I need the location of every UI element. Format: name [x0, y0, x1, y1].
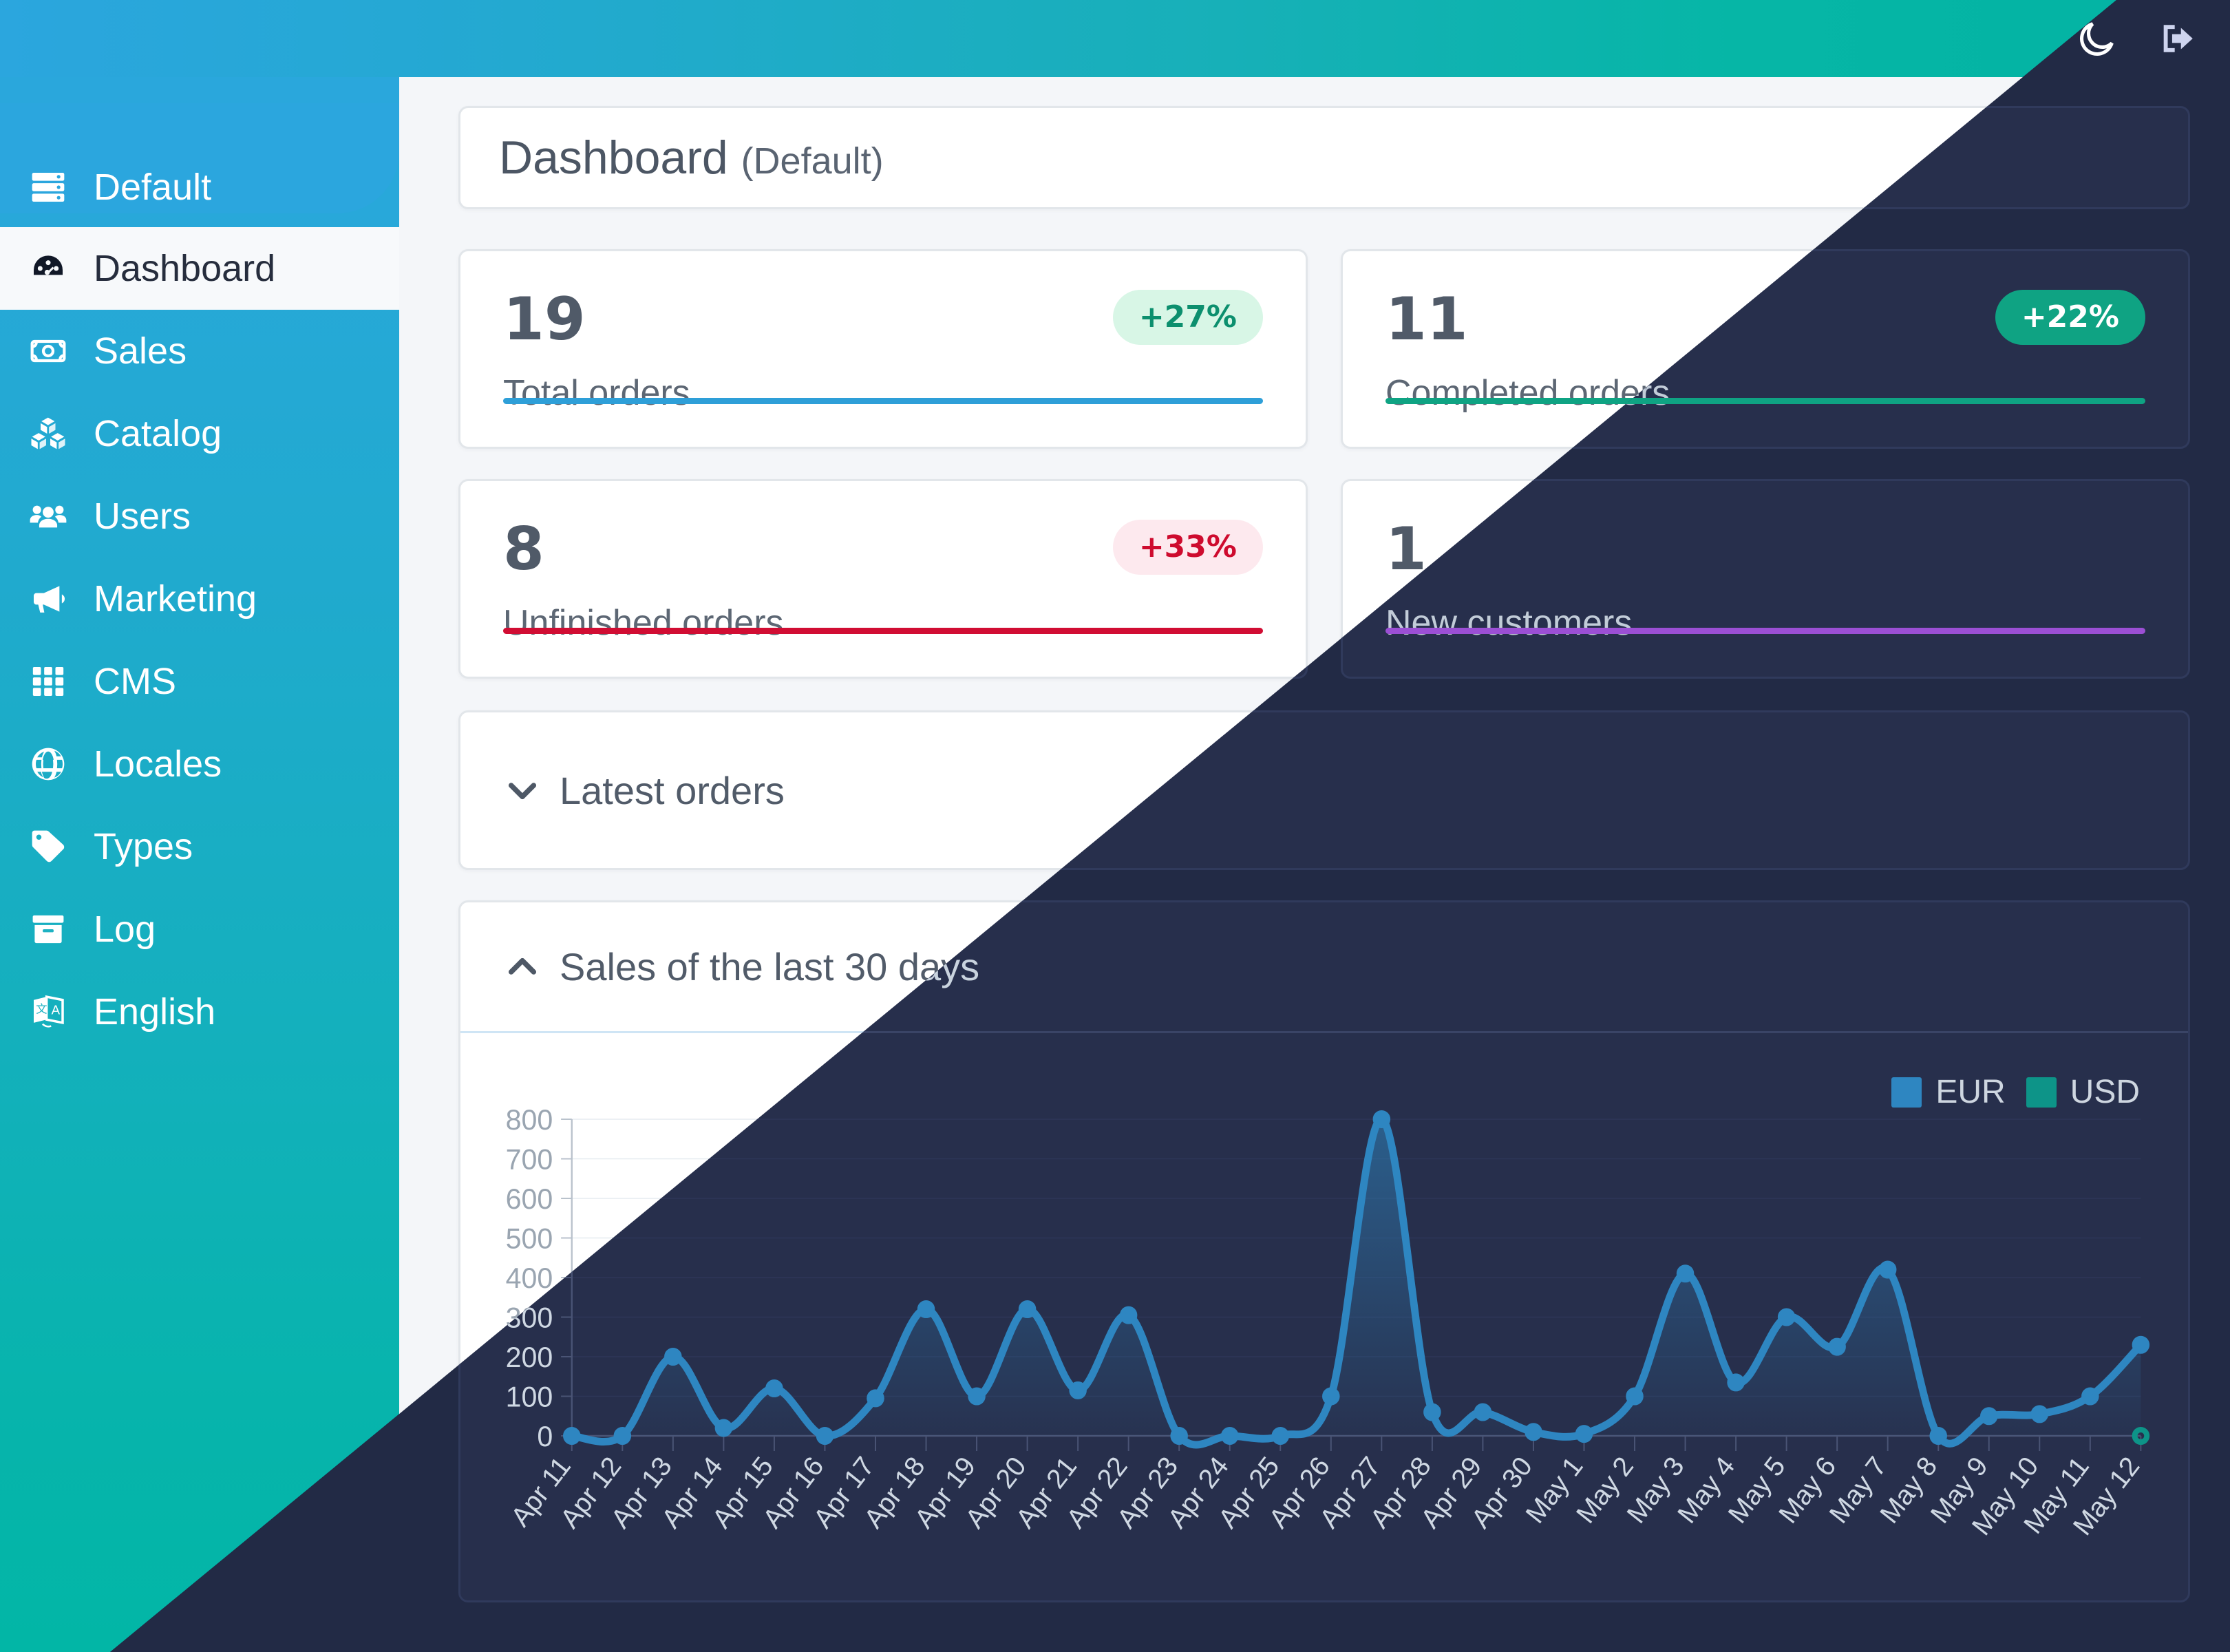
chevron-up-icon[interactable]	[500, 948, 544, 986]
sidebar: aimeos Default Dashboard Sales	[0, 0, 399, 1652]
sidebar-item-users[interactable]: Users	[0, 475, 399, 558]
latest-orders-panel[interactable]: Latest orders	[458, 710, 2190, 870]
server-icon	[28, 167, 69, 208]
stat-bar	[503, 628, 1263, 634]
svg-text:700: 700	[506, 1143, 553, 1175]
svg-text:200: 200	[506, 1341, 553, 1373]
svg-text:400: 400	[506, 1262, 553, 1294]
stat-card-total-orders[interactable]: 19 +27% Total orders	[458, 249, 1308, 449]
sidebar-item-log[interactable]: Log	[0, 888, 399, 971]
stat-bar	[1385, 628, 2145, 634]
sales-chart-panel: Sales of the last 30 days EUR USD 0 100 20…	[458, 900, 2190, 1602]
sidebar-item-catalog-label: Catalog	[94, 413, 222, 454]
dashboard-gauge-icon	[28, 248, 69, 289]
stat-label: Unfinished orders	[503, 603, 784, 643]
sidebar-item-marketing[interactable]: Marketing	[0, 558, 399, 640]
tag-icon	[28, 826, 69, 867]
stat-value: 8	[503, 515, 544, 584]
svg-text:100: 100	[506, 1380, 553, 1412]
page-header: Dashboard (Default)	[458, 106, 2190, 209]
svg-text:文: 文	[36, 1003, 47, 1015]
stat-card-unfinished-orders[interactable]: 8 +33% Unfinished orders	[458, 479, 1308, 679]
megaphone-icon	[28, 578, 69, 620]
stat-cards: 19 +27% Total orders 11 +22% Completed o…	[458, 249, 2190, 679]
chevron-down-icon[interactable]	[500, 771, 544, 809]
legend-item-usd[interactable]: USD	[2026, 1073, 2140, 1111]
stat-card-completed-orders[interactable]: 11 +22% Completed orders	[1341, 249, 2190, 449]
sidebar-item-cms[interactable]: CMS	[0, 640, 399, 723]
sidebar-item-catalog[interactable]: Catalog	[0, 392, 399, 475]
logout-icon[interactable]	[2154, 14, 2202, 63]
sales-chart-body: EUR USD 0 100 200 300 400 500 600 700 800 Apr 11 A…	[460, 1033, 2188, 1598]
sidebar-nav: Dashboard Sales Catalog Users	[0, 227, 399, 1053]
latest-orders-title: Latest orders	[560, 768, 785, 812]
sales-chart-header[interactable]: Sales of the last 30 days	[460, 902, 2188, 1033]
grid-icon	[28, 661, 69, 702]
stat-bar	[503, 398, 1263, 404]
moon-icon[interactable]	[2073, 14, 2121, 63]
sidebar-item-log-label: Log	[94, 909, 156, 950]
sidebar-item-dashboard-label: Dashboard	[94, 248, 276, 289]
stat-label: Completed orders	[1385, 373, 1670, 413]
sidebar-item-default-label: Default	[94, 167, 212, 208]
sidebar-item-users-label: Users	[94, 496, 191, 537]
sidebar-item-sales-label: Sales	[94, 330, 187, 372]
stat-badge: +27%	[1112, 290, 1263, 345]
globe-icon	[28, 743, 69, 785]
boxes-icon	[28, 413, 69, 454]
svg-text:A: A	[52, 1002, 61, 1017]
legend-swatch-usd	[2026, 1077, 2057, 1108]
sidebar-item-locales-label: Locales	[94, 743, 222, 785]
top-header-bar	[0, 0, 2230, 77]
legend-swatch-eur	[1891, 1077, 1922, 1108]
stat-badge: +22%	[1995, 290, 2145, 345]
sidebar-item-types-label: Types	[94, 826, 193, 867]
sidebar-item-default[interactable]: Default	[0, 146, 399, 229]
svg-text:600: 600	[506, 1183, 553, 1215]
sidebar-item-dashboard[interactable]: Dashboard	[0, 227, 399, 310]
page-title-subtitle: (Default)	[741, 140, 884, 182]
stat-badge: +33%	[1112, 520, 1263, 575]
banknote-icon	[28, 330, 69, 372]
main-content: Dashboard (Default) 19 +27% Total orders…	[399, 77, 2230, 1652]
page-title: Dashboard (Default)	[499, 131, 884, 184]
sidebar-item-english-label: English	[94, 991, 216, 1032]
sales-chart-title: Sales of the last 30 days	[560, 945, 980, 988]
stat-label: New customers	[1385, 603, 1633, 643]
svg-text:300: 300	[506, 1301, 553, 1333]
stat-bar	[1385, 398, 2145, 404]
archive-box-icon	[28, 909, 69, 950]
stat-value: 1	[1385, 515, 1427, 584]
stat-label: Total orders	[503, 373, 690, 413]
sidebar-item-cms-label: CMS	[94, 661, 176, 702]
sidebar-item-marketing-label: Marketing	[94, 578, 257, 620]
svg-text:0: 0	[537, 1420, 553, 1452]
sidebar-item-locales[interactable]: Locales	[0, 723, 399, 805]
sales-line-chart[interactable]: 0 100 200 300 400 500 600 700 800 Apr 11 Apr 12 Apr…	[460, 1033, 2188, 1598]
page-title-text: Dashboard	[499, 131, 728, 184]
stat-value: 19	[503, 285, 586, 354]
svg-text:800: 800	[506, 1103, 553, 1136]
sidebar-item-sales[interactable]: Sales	[0, 310, 399, 392]
sidebar-item-types[interactable]: Types	[0, 805, 399, 888]
stat-card-new-customers[interactable]: 1 New customers	[1341, 479, 2190, 679]
legend-label-eur: EUR	[1935, 1074, 2006, 1110]
legend-label-usd: USD	[2070, 1074, 2140, 1110]
chart-legend: EUR USD	[1891, 1073, 2140, 1111]
users-icon	[28, 496, 69, 537]
legend-item-eur[interactable]: EUR	[1891, 1073, 2006, 1111]
stat-value: 11	[1385, 285, 1468, 354]
svg-text:500: 500	[506, 1222, 553, 1254]
